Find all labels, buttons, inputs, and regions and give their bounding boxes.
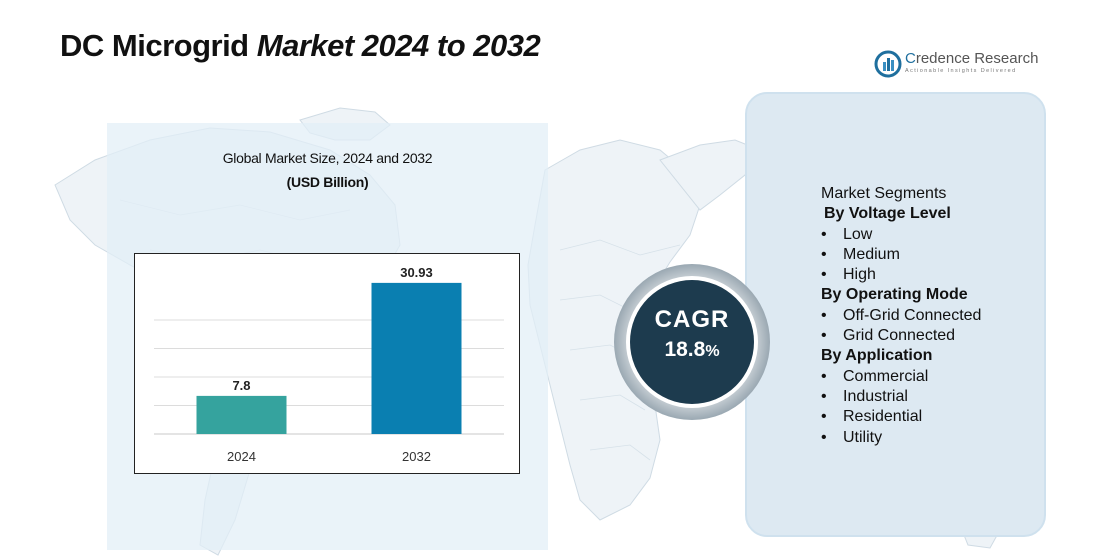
logo-name-rest: redence Research (915, 50, 1039, 67)
chart-title: Global Market Size, 2024 and 2032 (222, 150, 433, 166)
segment-item-label: Low (843, 225, 873, 243)
segment-item-label: Residential (843, 408, 923, 426)
bar-value-label-2024: 7.8 (232, 378, 250, 393)
chart-subtitle: (USD Billion) (286, 174, 369, 190)
bar-2024 (196, 395, 287, 434)
logo-name: Credence Research (905, 50, 1038, 67)
logo-name-accent: C (905, 50, 916, 67)
segment-item: • High (821, 265, 981, 285)
bullet-icon: • (821, 387, 827, 405)
market-segments-list: Market Segments By Voltage Level • Low • Med… (821, 184, 981, 448)
segment-item: • Low (821, 225, 981, 245)
cagr-text: CAGR 18.8% (628, 306, 756, 362)
cagr-badge (614, 264, 770, 420)
segment-item-label: Utility (843, 428, 883, 446)
segment-item-label: Grid Connected (843, 327, 956, 345)
segment-item: • Medium (821, 245, 981, 265)
bullet-icon: • (821, 327, 827, 345)
bullet-icon: • (821, 367, 827, 385)
segment-group-title: By Operating Mode (821, 286, 968, 304)
segment-item: • Industrial (821, 387, 981, 407)
bar-2032 (371, 282, 462, 434)
segment-item-label: Off-Grid Connected (843, 306, 982, 324)
segment-group-title: By Voltage Level (824, 205, 951, 223)
segment-item: • Grid Connected (821, 326, 981, 346)
segment-item-label: High (843, 266, 876, 284)
bullet-icon: • (821, 266, 827, 284)
bullet-icon: • (821, 408, 827, 426)
bullet-icon: • (821, 245, 827, 263)
segments-panel (745, 92, 1046, 537)
segment-item: • Residential (821, 407, 981, 427)
segment-group-title: By Application (821, 347, 933, 365)
brand-logo: Credence Research Actionable Insights De… (874, 48, 1054, 80)
page-title: DC Microgrid Market 2024 to 2032 (60, 28, 541, 64)
bar-value-label-2032: 30.93 (400, 265, 433, 280)
chart-bars (196, 282, 462, 434)
segment-item: • Off-Grid Connected (821, 306, 981, 326)
title-plain: DC Microgrid (60, 28, 249, 63)
bullet-icon: • (821, 428, 827, 446)
chart-frame (134, 253, 520, 474)
bar-chart: 7.8 2024 30.93 2032 (134, 253, 520, 474)
x-tick-label-2024: 2024 (227, 449, 256, 464)
title-italic: Market 2024 to 2032 (256, 28, 541, 63)
x-tick-label-2032: 2032 (402, 449, 431, 464)
cagr-circle (630, 280, 754, 404)
segment-item-label: Medium (843, 245, 900, 263)
bullet-icon: • (821, 225, 827, 243)
segments-heading: Market Segments (821, 185, 947, 202)
cagr-value: 18.8% (628, 338, 756, 362)
bullet-icon: • (821, 306, 827, 324)
cagr-number: 18.8 (664, 338, 706, 361)
segment-item-label: Commercial (843, 367, 929, 385)
segment-item: • Commercial (821, 367, 981, 387)
segment-item: • Utility (821, 428, 981, 448)
logo-tagline: Actionable Insights Delivered (905, 68, 1017, 74)
cagr-label: CAGR (654, 306, 730, 333)
credence-logo-icon (874, 50, 902, 78)
cagr-unit: % (705, 343, 720, 360)
segment-item-label: Industrial (843, 387, 908, 405)
chart-labels: 7.8 2024 30.93 2032 (227, 265, 433, 464)
